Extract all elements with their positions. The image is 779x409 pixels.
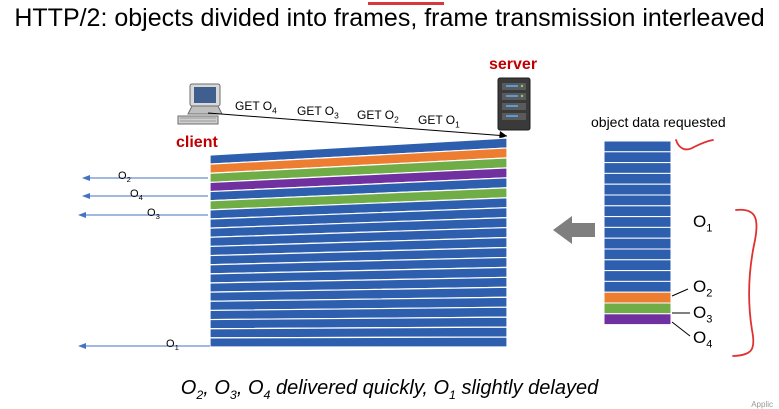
object-data-row — [603, 226, 672, 239]
object-data-column — [603, 140, 672, 326]
object-label-connectors — [671, 288, 691, 337]
object-label-o4: O4 — [693, 328, 713, 351]
big-gray-arrow — [553, 216, 595, 244]
arrival-label-o2: O2 — [118, 170, 131, 185]
object-data-row — [603, 205, 672, 218]
arrival-arrow-o3 — [78, 212, 208, 218]
object-data-row — [603, 302, 672, 315]
server-label: server — [489, 56, 538, 73]
object-label-o2: O2 — [693, 277, 713, 300]
request-get-o4: GET O4 — [235, 99, 277, 116]
object-data-row — [603, 162, 672, 174]
object-data-row — [603, 248, 672, 261]
object-data-requested-label: object data requested — [591, 114, 726, 130]
diagram-caption: O2, O3, O4 delivered quickly, O1 slightl… — [180, 377, 599, 402]
server-icon — [497, 77, 531, 131]
arrival-label-o3: O3 — [147, 207, 160, 222]
object-label-o1: O1 — [693, 212, 713, 235]
object-data-row — [603, 183, 672, 196]
arrival-arrow-o2 — [82, 175, 208, 181]
object-data-row — [603, 291, 672, 304]
arrival-arrow-o1 — [78, 343, 210, 349]
request-arrow — [207, 112, 508, 139]
request-get-o3: GET O3 — [297, 104, 339, 121]
object-data-row — [603, 270, 672, 282]
object-data-row — [603, 216, 672, 228]
arrival-arrow-o4 — [82, 193, 208, 199]
object-data-row — [603, 313, 672, 326]
frame-transmission-block — [209, 137, 508, 348]
slide-title: HTTP/2: objects divided into frames, fra… — [14, 4, 765, 32]
object-data-row — [603, 237, 672, 250]
title-accent-line — [368, 2, 444, 5]
arrival-label-o1: O1 — [166, 338, 179, 353]
object-data-row — [603, 172, 672, 185]
red-brace-annotation — [732, 208, 758, 357]
red-check-annotation — [675, 139, 714, 151]
object-data-row — [603, 259, 672, 272]
client-computer-icon — [177, 83, 223, 125]
object-data-row — [603, 194, 672, 207]
object-label-o3: O3 — [693, 303, 713, 326]
client-label: client — [176, 134, 218, 151]
object-data-row — [603, 140, 672, 153]
frame-stripe — [209, 326, 508, 339]
request-get-o1: GET O1 — [418, 113, 460, 130]
object-data-row — [603, 280, 672, 293]
object-data-row — [603, 151, 672, 164]
frame-stripe — [209, 336, 508, 348]
corner-footer-text: Applic — [751, 400, 773, 409]
request-get-o2: GET O2 — [357, 108, 399, 125]
arrival-label-o4: O4 — [130, 188, 143, 203]
